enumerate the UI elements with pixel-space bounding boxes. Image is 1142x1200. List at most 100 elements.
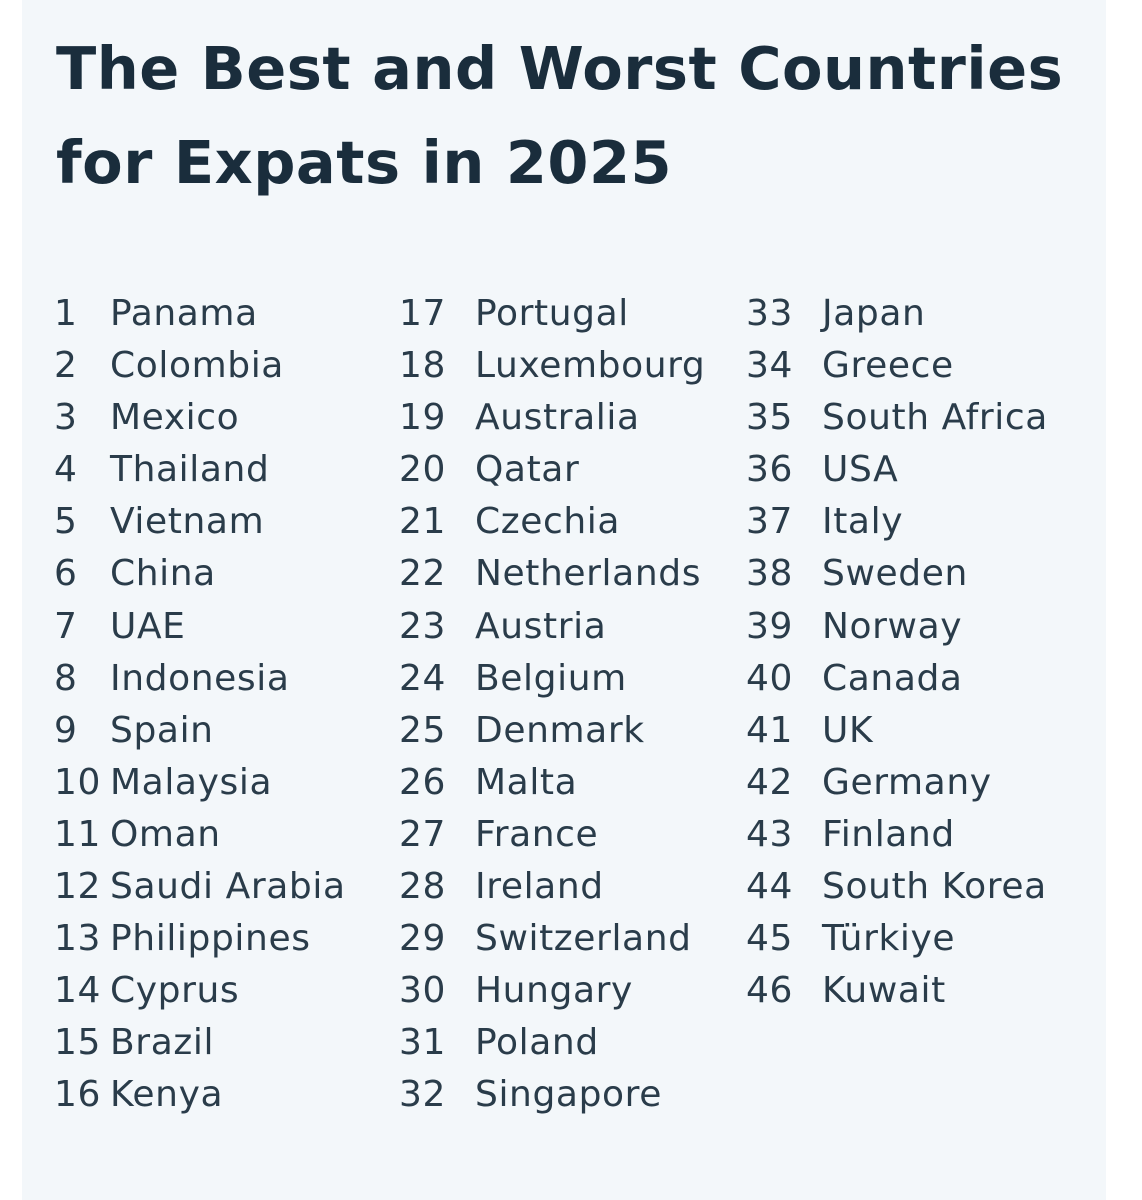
country-name: Spain xyxy=(110,709,214,751)
rank-number: 37 xyxy=(746,501,794,543)
rank-number: 40 xyxy=(746,657,794,699)
ranking-row: 17 Portugal xyxy=(399,288,705,340)
country-name: Kenya xyxy=(110,1074,224,1116)
ranking-row: 30 Hungary xyxy=(399,965,705,1017)
country-name: Malta xyxy=(475,761,578,803)
ranking-row: 3 Mexico xyxy=(54,392,346,444)
ranking-row: 20 Qatar xyxy=(399,444,705,496)
rank-number: 33 xyxy=(746,293,794,334)
ranking-row: 44 South Korea xyxy=(746,861,1048,913)
rank-number: 13 xyxy=(54,918,102,960)
ranking-row: 36 USA xyxy=(746,444,1048,496)
country-name: Vietnam xyxy=(110,501,265,543)
country-name: UK xyxy=(822,709,874,751)
country-name: Saudi Arabia xyxy=(110,866,346,908)
country-name: Türkiye xyxy=(822,918,956,960)
rank-number: 18 xyxy=(399,345,447,387)
ranking-row: 27 France xyxy=(399,809,705,861)
rank-number: 38 xyxy=(746,553,794,595)
ranking-row: 31 Poland xyxy=(399,1017,705,1069)
country-name: Norway xyxy=(822,605,963,647)
rank-number: 39 xyxy=(746,605,794,647)
ranking-row: 25 Denmark xyxy=(399,705,705,757)
rank-number: 1 xyxy=(54,293,78,334)
rank-number: 17 xyxy=(399,293,447,334)
ranking-row: 41 UK xyxy=(746,705,1048,757)
rank-number: 7 xyxy=(54,605,78,647)
rank-number: 42 xyxy=(746,761,794,803)
ranking-column-1: 1 Panama 2 Colombia 3 Mexico 4 Thailand 5 Vietnam… xyxy=(54,288,346,1122)
ranking-row: 33 Japan xyxy=(746,288,1048,340)
country-name: Germany xyxy=(822,761,992,803)
ranking-row: 10 Malaysia xyxy=(54,757,346,809)
ranking-row: 13 Philippines xyxy=(54,913,346,965)
rank-number: 23 xyxy=(399,605,447,647)
ranking-row: 46 Kuwait xyxy=(746,965,1048,1017)
rank-number: 15 xyxy=(54,1022,102,1064)
rank-number: 11 xyxy=(54,813,102,855)
rank-number: 28 xyxy=(399,866,447,908)
rank-number: 3 xyxy=(54,397,78,439)
rank-number: 45 xyxy=(746,918,794,960)
country-name: Cyprus xyxy=(110,970,240,1012)
ranking-row: 4 Thailand xyxy=(54,444,346,496)
country-name: Belgium xyxy=(475,657,627,699)
ranking-row: 7 UAE xyxy=(54,601,346,653)
rank-number: 2 xyxy=(54,345,78,387)
country-name: Finland xyxy=(822,813,955,855)
country-name: Oman xyxy=(110,813,221,855)
rank-number: 6 xyxy=(54,553,78,595)
rank-number: 14 xyxy=(54,970,102,1012)
ranking-row: 34 Greece xyxy=(746,340,1048,392)
country-name: Italy xyxy=(822,501,904,543)
title-line-2: for Expats in 2025 xyxy=(56,128,673,197)
ranking-row: 38 Sweden xyxy=(746,548,1048,600)
country-name: Greece xyxy=(822,345,954,387)
country-name: Indonesia xyxy=(110,657,290,699)
country-name: China xyxy=(110,553,216,595)
ranking-row: 21 Czechia xyxy=(399,496,705,548)
ranking-row: 29 Switzerland xyxy=(399,913,705,965)
country-name: USA xyxy=(822,449,899,491)
rank-number: 31 xyxy=(399,1022,447,1064)
ranking-row: 16 Kenya xyxy=(54,1069,346,1121)
country-name: Austria xyxy=(475,605,607,647)
rank-number: 5 xyxy=(54,501,78,543)
country-name: Czechia xyxy=(475,501,621,543)
country-name: Japan xyxy=(822,293,926,334)
rank-number: 43 xyxy=(746,813,794,855)
page-title: The Best and Worst Countries for Expats … xyxy=(56,22,1063,210)
rank-number: 35 xyxy=(746,397,794,439)
ranking-row: 40 Canada xyxy=(746,653,1048,705)
rank-number: 41 xyxy=(746,709,794,751)
rank-number: 34 xyxy=(746,345,794,387)
ranking-row: 6 China xyxy=(54,548,346,600)
country-name: Luxembourg xyxy=(475,345,706,387)
country-name: Philippines xyxy=(110,918,311,960)
rank-number: 30 xyxy=(399,970,447,1012)
rank-number: 44 xyxy=(746,866,794,908)
ranking-row: 43 Finland xyxy=(746,809,1048,861)
ranking-row: 24 Belgium xyxy=(399,653,705,705)
country-name: South Africa xyxy=(822,397,1048,439)
country-name: Panama xyxy=(110,293,258,334)
ranking-row: 26 Malta xyxy=(399,757,705,809)
rank-number: 32 xyxy=(399,1074,447,1116)
rank-number: 36 xyxy=(746,449,794,491)
ranking-row: 8 Indonesia xyxy=(54,653,346,705)
ranking-row: 42 Germany xyxy=(746,757,1048,809)
rank-number: 26 xyxy=(399,761,447,803)
rank-number: 20 xyxy=(399,449,447,491)
ranking-column-3: 33 Japan 34 Greece 35 South Africa 36 USA 37 Ital… xyxy=(746,288,1048,1017)
country-name: Switzerland xyxy=(475,918,692,960)
country-name: Mexico xyxy=(110,397,240,439)
rank-number: 27 xyxy=(399,813,447,855)
country-name: Colombia xyxy=(110,345,284,387)
country-name: Singapore xyxy=(475,1074,663,1116)
title-line-1: The Best and Worst Countries xyxy=(56,34,1064,103)
rank-number: 12 xyxy=(54,866,102,908)
rank-number: 24 xyxy=(399,657,447,699)
ranking-row: 2 Colombia xyxy=(54,340,346,392)
rank-number: 25 xyxy=(399,709,447,751)
ranking-row: 11 Oman xyxy=(54,809,346,861)
